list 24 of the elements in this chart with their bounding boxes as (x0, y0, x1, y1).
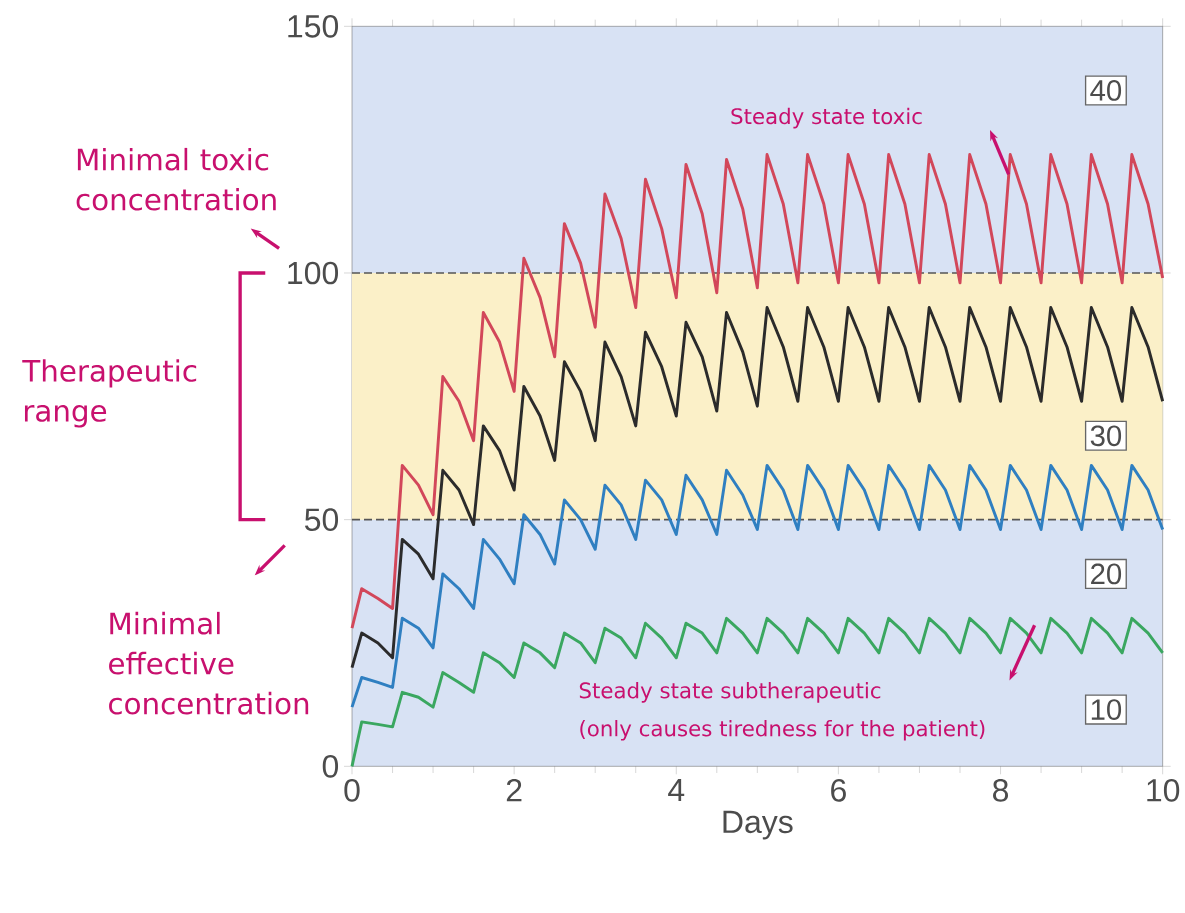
annotation: Steady state toxic (731, 107, 922, 129)
x-tick-label: 0 (344, 779, 360, 802)
x-axis-title: Days (723, 810, 793, 840)
y-tick-label: 150 (288, 15, 339, 38)
x-tick-label: 4 (668, 779, 685, 802)
series-label: 10 (1091, 699, 1122, 720)
text: Minimal toxic concentration (76, 147, 276, 211)
text: Minimal effective concentration (109, 611, 309, 715)
x-tick-label: 10 (1147, 779, 1180, 802)
series-label: 20 (1091, 563, 1122, 585)
line-series (350, 153, 1165, 630)
text: Therapeutic range (22, 359, 197, 428)
line-series (350, 616, 1165, 768)
series-label: 40 (1090, 80, 1122, 101)
y-tick-label: 0 (322, 755, 339, 778)
annotation: (only causes tiredness for the patient) (580, 719, 985, 741)
x-tick-label: 2 (506, 779, 522, 802)
line-series (350, 306, 1165, 670)
x-tick-label: 8 (993, 779, 1009, 802)
series-label: 30 (1090, 425, 1122, 447)
x-tick-label: 6 (831, 779, 846, 802)
y-tick-label: 50 (304, 508, 339, 531)
y-tick-label: 100 (288, 261, 339, 285)
annotation: Steady state subtherapeutic (579, 682, 881, 703)
